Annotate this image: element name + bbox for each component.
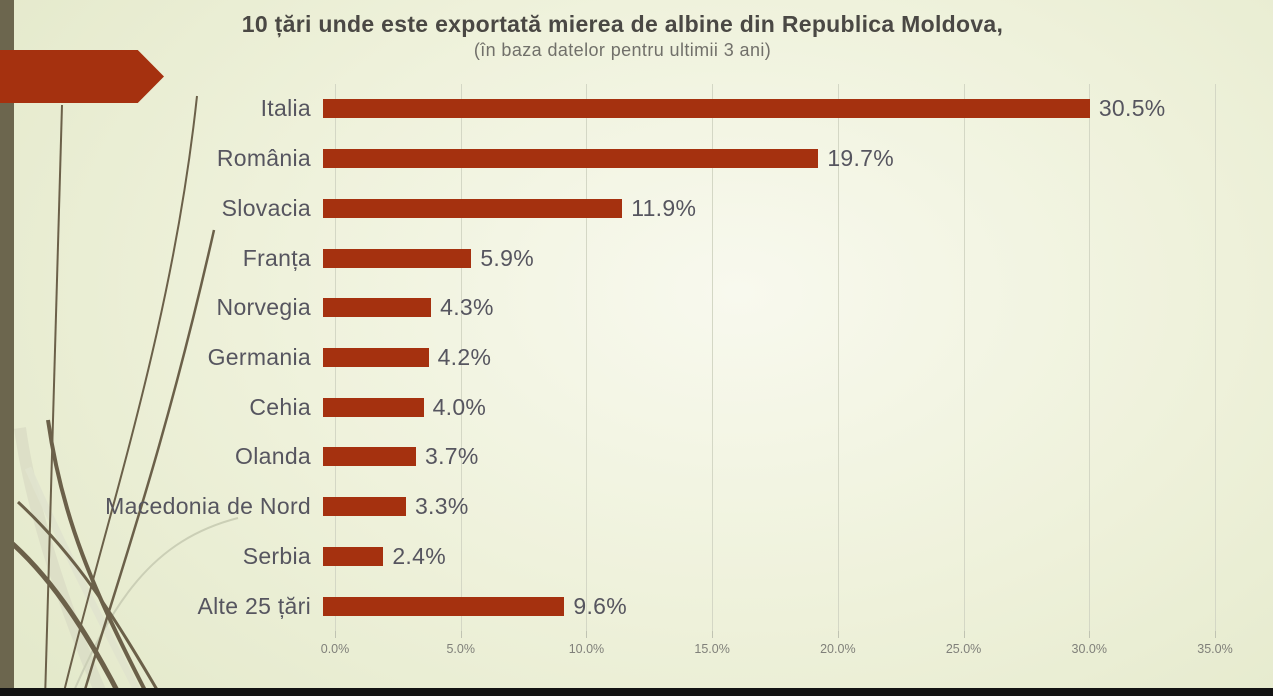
value-label: 5.9% (480, 244, 534, 271)
x-axis: 0.0% 5.0% 10.0% 15.0% 20.0% 25.0% 30.0% 35.0% (0, 631, 1273, 671)
gridline (1089, 84, 1091, 631)
value-label: 11.9% (631, 194, 697, 221)
bar (323, 198, 623, 218)
chart-row: Norvegia 4.3% (0, 283, 1273, 333)
value-label: 3.7% (425, 443, 479, 470)
axis-tick (963, 631, 965, 638)
chart-row: Italia 30.5% (0, 84, 1273, 134)
bar (323, 248, 472, 268)
category-label: Franța (242, 244, 311, 271)
axis-tick (460, 631, 462, 638)
value-label: 3.3% (414, 493, 469, 520)
category-label: Italia (260, 95, 311, 122)
bar (323, 447, 417, 467)
gridline (1215, 84, 1216, 631)
chart-title: 10 țări unde este exportată mierea de al… (241, 11, 1004, 37)
gridline (712, 84, 714, 631)
gridline (460, 84, 462, 631)
bar (323, 347, 429, 367)
category-label: Olanda (235, 443, 311, 470)
chart-row: Serbia 2.4% (0, 532, 1273, 582)
axis-tick-label: 15.0% (694, 642, 730, 656)
bar-chart-plot-area: Italia 30.5% România 19.7% Slovacia 11.9% Fran… (0, 84, 1273, 631)
category-label: Macedonia de Nord (105, 493, 311, 520)
axis-tick (1089, 631, 1091, 638)
gridline (586, 84, 588, 631)
axis-tick-label: 10.0% (568, 642, 605, 656)
value-label: 30.5% (1098, 95, 1166, 122)
bar (323, 149, 819, 169)
category-label: Slovacia (221, 194, 311, 221)
chart-row: Germania 4.2% (0, 333, 1273, 383)
chart-row: Cehia 4.0% (0, 382, 1273, 432)
chart-row: România 19.7% (0, 134, 1273, 184)
category-label: Serbia (242, 542, 311, 569)
value-label: 4.0% (432, 393, 487, 420)
bar (323, 397, 424, 417)
axis-tick-label: 0.0% (320, 642, 350, 656)
bottom-edge-bar (0, 688, 1273, 696)
bar (323, 99, 1090, 119)
axis-tick (586, 631, 588, 638)
gridline (963, 84, 965, 631)
category-label: Germania (207, 343, 311, 370)
axis-tick-label: 30.0% (1071, 642, 1107, 656)
value-label: 4.3% (440, 294, 494, 321)
axis-tick-label: 35.0% (1197, 642, 1233, 656)
gridline (837, 84, 839, 631)
bar (323, 596, 565, 616)
chart-row: Franța 5.9% (0, 233, 1273, 283)
axis-tick-label: 5.0% (446, 642, 475, 656)
axis-tick (712, 631, 714, 638)
title-block: 10 țări unde este exportată mierea de al… (0, 10, 1245, 62)
chart-row: Macedonia de Nord 3.3% (0, 482, 1273, 532)
axis-tick-label: 20.0% (820, 642, 856, 656)
chart-row: Olanda 3.7% (0, 432, 1273, 482)
chart-row: Slovacia 11.9% (0, 183, 1273, 233)
value-label: 2.4% (392, 542, 446, 569)
axis-tick (1215, 631, 1216, 638)
value-label: 4.2% (437, 343, 492, 370)
accent-arrow-shape (0, 50, 164, 103)
category-label: Cehia (249, 393, 311, 420)
stem-decoration-graphic (4, 95, 239, 696)
chart-subtitle: (în baza datelor pentru ultimii 3 ani) (473, 39, 772, 60)
left-edge-strip (0, 0, 14, 696)
category-label: România (216, 145, 311, 172)
axis-tick (335, 631, 336, 638)
category-label: Norvegia (216, 294, 311, 321)
bar (323, 497, 406, 517)
category-label: Alte 25 țări (197, 592, 311, 619)
value-label: 9.6% (573, 592, 627, 619)
bar (323, 546, 384, 566)
chart-row: Alte 25 țări 9.6% (0, 581, 1273, 631)
value-label: 19.7% (827, 145, 895, 172)
bar (323, 298, 432, 318)
axis-tick (837, 631, 839, 638)
axis-tick-label: 25.0% (945, 642, 982, 656)
